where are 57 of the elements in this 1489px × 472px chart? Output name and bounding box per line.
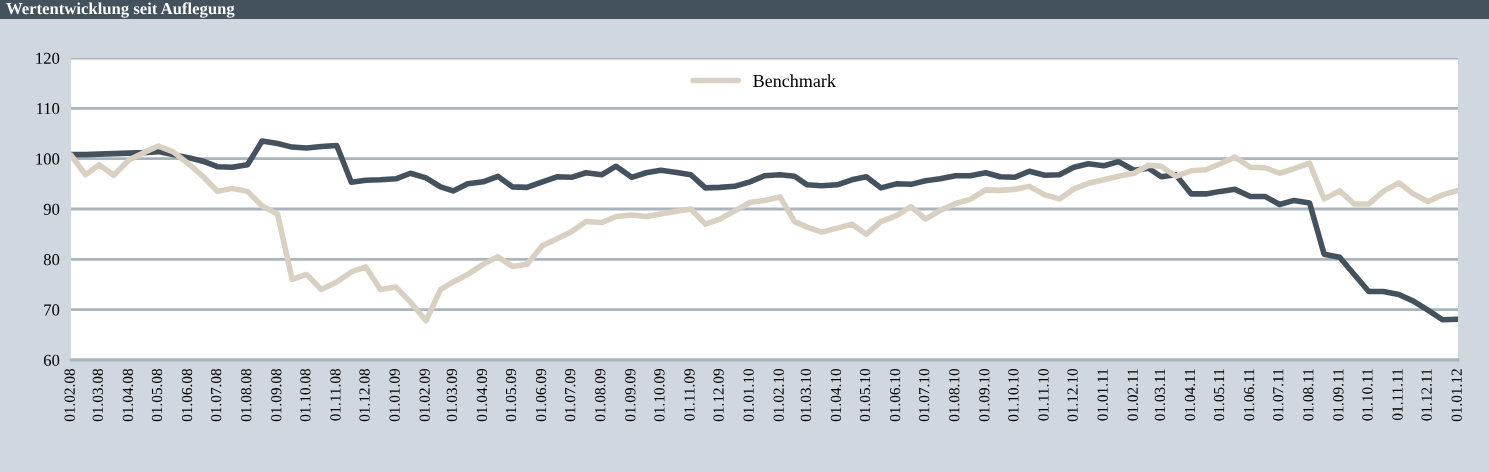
x-tick-label: 01.11.09 xyxy=(684,368,695,421)
x-tick-label: 01.12.08 xyxy=(359,368,370,422)
x-tick-label: 01.04.10 xyxy=(830,368,842,422)
x-tick-label: 01.03.08 xyxy=(92,368,104,422)
x-tick-label: 01.12.09 xyxy=(713,368,724,422)
chart-title: Wertentwicklung seit Auflegung xyxy=(6,2,235,18)
x-tick-label: 01.01.11 xyxy=(1097,369,1108,421)
x-tick-label: 01.06.11 xyxy=(1243,369,1255,421)
x-tick-label: 01.03.10 xyxy=(800,368,812,422)
x-tick-label: 01.07.10 xyxy=(919,368,930,422)
y-tick-label: 80 xyxy=(43,254,60,266)
x-tick-label: 01.05.08 xyxy=(151,368,163,422)
y-tick-label: 90 xyxy=(43,203,60,215)
x-tick-label: 01.08.09 xyxy=(595,368,606,422)
x-tick-label: 01.02.09 xyxy=(419,368,430,422)
x-tick-label: 01.10.10 xyxy=(1008,368,1019,422)
x-tick-label: 01.12.10 xyxy=(1067,368,1078,422)
x-tick-label: 01.07.09 xyxy=(565,368,576,422)
x-tick-label: 01.04.08 xyxy=(122,368,134,422)
x-tick-label: 01.11.08 xyxy=(330,368,341,421)
x-tick-label: 01.05.11 xyxy=(1213,369,1225,421)
x-tick-label: 01.09.08 xyxy=(271,368,282,422)
x-tick-label: 01.05.09 xyxy=(505,368,517,422)
x-tick-label: 01.06.09 xyxy=(535,368,547,422)
x-tick-label: 01.02.11 xyxy=(1127,369,1138,421)
x-tick-label: 01.09.10 xyxy=(979,368,990,422)
x-tick-label: 01.10.09 xyxy=(654,368,665,422)
x-tick-label: 01.08.08 xyxy=(241,368,252,422)
x-tick-label: 01.02.10 xyxy=(773,368,784,422)
x-tick-label: 01.12.11 xyxy=(1421,369,1432,421)
y-tick-label: 120 xyxy=(36,52,60,64)
x-tick-label: 01.07.08 xyxy=(210,368,222,422)
x-tick-label: 01.02.08 xyxy=(64,368,75,422)
y-tick-label: 60 xyxy=(43,354,60,366)
x-tick-label: 01.01.10 xyxy=(743,368,754,422)
x-tick-label: 01.03.11 xyxy=(1154,369,1166,421)
x-tick-label: 01.10.08 xyxy=(300,368,311,422)
x-tick-label: 01.09.09 xyxy=(625,368,636,422)
x-tick-label: 01.05.10 xyxy=(859,368,871,422)
y-tick-label: 100 xyxy=(36,153,60,165)
x-tick-label: 01.07.11 xyxy=(1273,369,1284,421)
x-tick-label: 01.01.09 xyxy=(389,368,400,422)
y-tick-label: 70 xyxy=(44,304,60,316)
legend-label: Benchmark xyxy=(753,74,836,88)
x-tick-label: 01.06.10 xyxy=(889,368,901,422)
x-tick-label: 01.04.11 xyxy=(1184,369,1196,421)
x-tick-label: 01.04.09 xyxy=(476,368,488,422)
x-tick-label: 01.11.11 xyxy=(1392,369,1403,421)
x-tick-label: 01.09.11 xyxy=(1333,369,1344,421)
x-tick-label: 01.08.10 xyxy=(949,368,960,422)
y-tick-label: 110 xyxy=(36,103,60,115)
x-tick-label: 01.06.08 xyxy=(181,368,193,422)
x-tick-label: 01.08.11 xyxy=(1303,369,1314,421)
x-tick-label: 01.10.11 xyxy=(1362,369,1373,421)
x-tick-label: 01.01.12 xyxy=(1451,369,1462,422)
x-tick-label: 01.03.09 xyxy=(446,368,458,422)
x-tick-label: 01.11.10 xyxy=(1038,368,1049,421)
